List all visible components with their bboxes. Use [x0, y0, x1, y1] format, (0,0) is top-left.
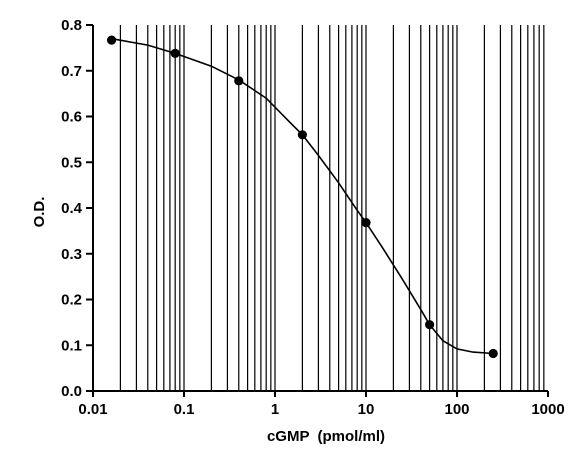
- x-tick-label: 100: [444, 401, 469, 418]
- data-point: [488, 348, 498, 359]
- x-tick-label: 10: [358, 401, 375, 418]
- y-tick-label: 0.4: [61, 200, 83, 217]
- y-tick-label: 0.6: [61, 109, 82, 126]
- data-point: [297, 130, 307, 140]
- y-tick-label: 0.5: [61, 154, 82, 171]
- y-ticks: 0.0 0.1 0.2 0.3 0.4 0.5 0.6 0.7 0.8: [61, 17, 93, 400]
- y-tick-label: 0.0: [61, 383, 82, 400]
- y-tick-label: 0.7: [61, 63, 82, 80]
- data-point: [234, 76, 244, 86]
- data-points: [106, 35, 498, 359]
- data-point: [170, 48, 180, 58]
- x-tick-label: 1000: [531, 401, 564, 418]
- vertical-grid: [119, 25, 545, 391]
- data-point: [425, 320, 435, 330]
- x-tick-label: 1: [271, 401, 279, 418]
- x-tick-label: 0.1: [174, 401, 195, 418]
- x-tick-label: 0.01: [78, 401, 107, 418]
- x-ticks: 0.01 0.1 1 10 100 1000: [78, 391, 565, 418]
- y-tick-label: 0.3: [61, 246, 82, 263]
- fitted-curve: [111, 37, 494, 355]
- y-tick-label: 0.2: [61, 292, 82, 309]
- data-point: [106, 35, 117, 45]
- y-tick-label: 0.1: [61, 337, 82, 354]
- x-axis-title: cGMP (pmol/ml): [267, 428, 385, 445]
- data-point: [361, 218, 371, 228]
- y-tick-label: 0.8: [61, 17, 82, 34]
- y-axis-title: O.D.: [31, 197, 48, 228]
